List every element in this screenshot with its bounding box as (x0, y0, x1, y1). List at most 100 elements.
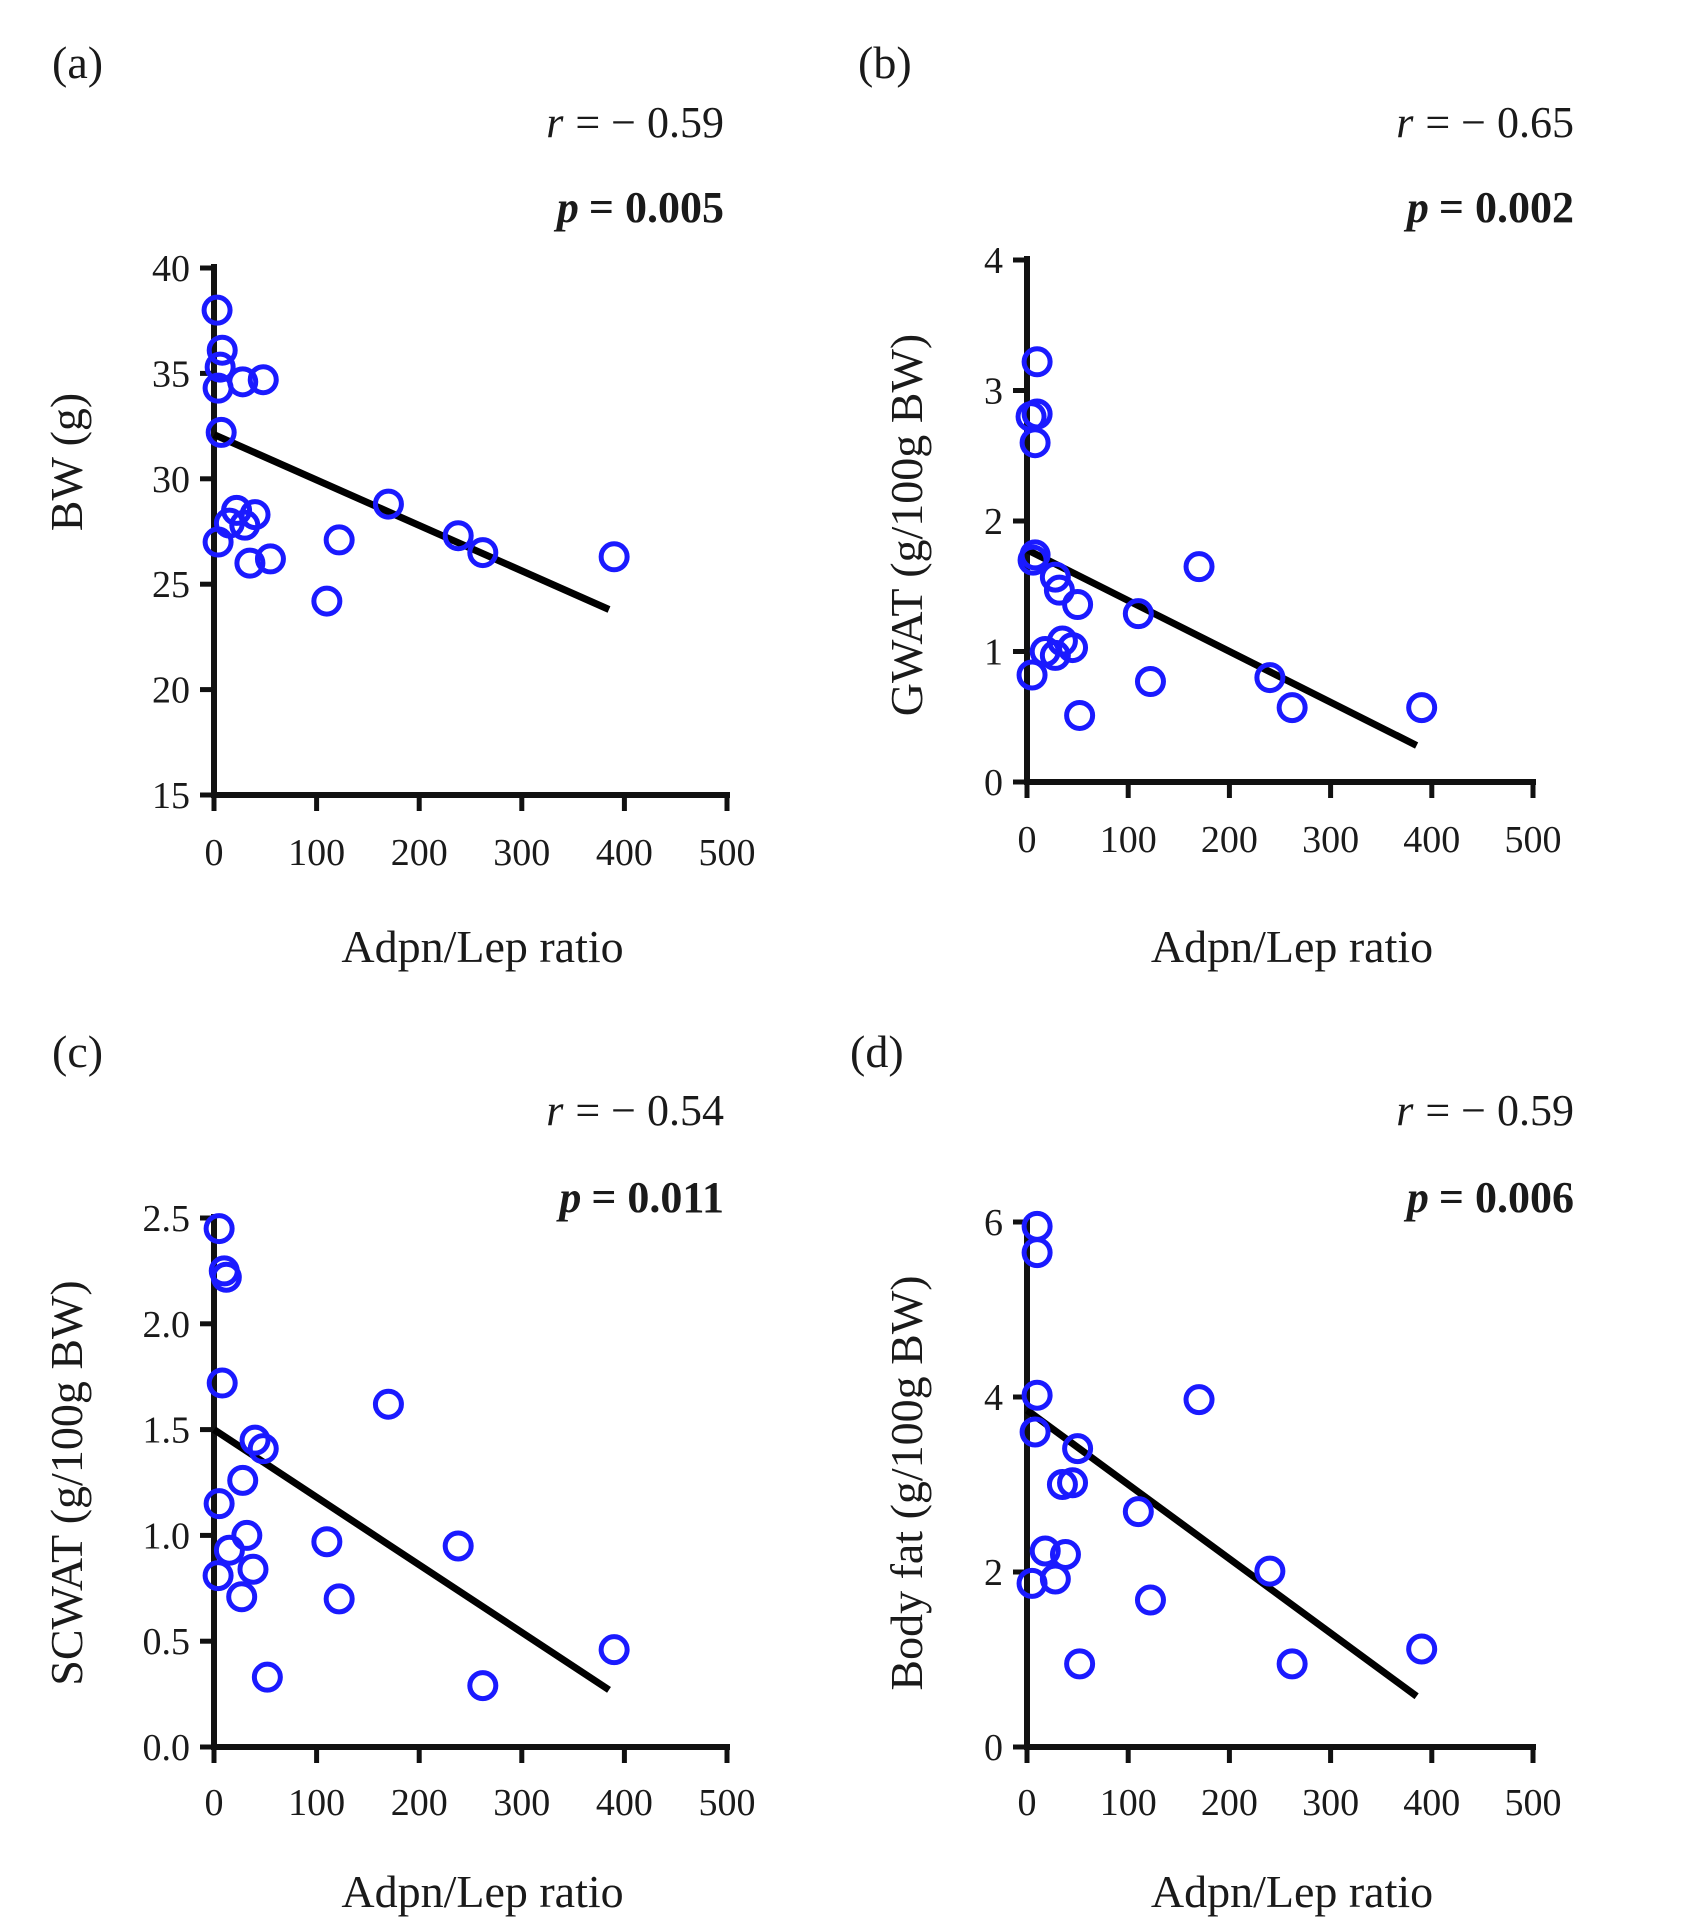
p-symbol: p (1403, 183, 1429, 232)
data-point (311, 1526, 343, 1558)
data-point (1254, 662, 1286, 694)
r-statistic: r = − 0.65 (1396, 98, 1574, 147)
y-tick-label: 0 (984, 762, 1003, 804)
data-point (1021, 1379, 1053, 1411)
data-point (201, 294, 233, 326)
data-point (1062, 1433, 1094, 1465)
data-point (1406, 1633, 1438, 1665)
p-statistic: p = 0.006 (1403, 1173, 1574, 1222)
data-point (206, 1367, 238, 1399)
data-point (467, 1670, 499, 1702)
data-point (239, 1424, 271, 1456)
x-tick-label: 200 (1201, 1782, 1258, 1824)
data-point (1039, 561, 1071, 593)
data-point (372, 1388, 404, 1420)
data-point (1064, 699, 1096, 731)
y-axis-title: GWAT (g/100g BW) (881, 334, 932, 716)
data-point (1183, 551, 1215, 583)
data-point (1019, 1416, 1051, 1448)
p-statistic: p = 0.002 (1403, 183, 1574, 232)
data-point (323, 1583, 355, 1615)
y-tick-label: 2.5 (143, 1198, 191, 1240)
data-point (1057, 1467, 1089, 1499)
x-tick-label: 400 (596, 832, 653, 874)
data-point (227, 366, 259, 398)
panel-label: (a) (52, 37, 103, 88)
panel-label: (b) (858, 37, 912, 88)
y-tick-label: 0.5 (143, 1621, 191, 1663)
data-point (1019, 427, 1051, 459)
data-point (598, 1634, 630, 1666)
y-tick-label: 40 (152, 248, 190, 290)
x-tick-label: 400 (1403, 1782, 1460, 1824)
data-point (231, 1519, 263, 1551)
y-tick-label: 3 (984, 371, 1003, 413)
p-value: = 0.005 (589, 183, 724, 232)
x-axis-title: Adpn/Lep ratio (341, 921, 623, 972)
data-point (254, 543, 286, 575)
y-tick-label: 0.0 (143, 1727, 191, 1769)
data-point (1016, 659, 1048, 691)
y-tick-label: 6 (984, 1202, 1003, 1244)
y-tick-label: 1 (984, 632, 1003, 674)
x-tick-label: 100 (1100, 1782, 1157, 1824)
x-tick-label: 100 (288, 1782, 345, 1824)
y-tick-label: 4 (984, 1377, 1003, 1419)
y-tick-label: 2.0 (143, 1304, 191, 1346)
r-value: = − 0.54 (575, 1086, 724, 1135)
regression-line (1025, 546, 1419, 749)
x-tick-label: 0 (1018, 819, 1037, 861)
data-point (205, 416, 237, 448)
p-value: = 0.006 (1439, 1173, 1574, 1222)
data-point (210, 1261, 242, 1293)
data-point (213, 1534, 245, 1566)
data-point (1062, 589, 1094, 621)
data-point (247, 1433, 279, 1465)
y-tick-label: 25 (152, 564, 190, 606)
data-point (1029, 636, 1061, 667)
x-tick-label: 100 (288, 832, 345, 874)
data-point (598, 541, 630, 573)
x-tick-label: 300 (1302, 819, 1359, 861)
data-point (227, 1464, 259, 1496)
y-axis-title: SCWAT (g/100g BW) (41, 1280, 92, 1686)
p-symbol: p (555, 1173, 581, 1222)
data-point (1029, 1535, 1061, 1567)
data-point (467, 537, 499, 569)
panel-d: (d) r = − 0.59 p = 0.006 0 2 4 6 0 100 200 300 400 500… (850, 1026, 1574, 1917)
y-tick-label: 30 (152, 459, 190, 501)
data-point (1276, 692, 1308, 724)
data-point (1064, 1648, 1096, 1680)
data-point (203, 1213, 235, 1245)
data-point (1122, 598, 1154, 630)
data-point (237, 1553, 269, 1585)
regression-line (212, 431, 611, 613)
x-tick-label: 100 (1100, 819, 1157, 861)
y-axis-title: Body fat (g/100g BW) (881, 1275, 932, 1690)
data-point (442, 1530, 474, 1562)
panel-b: (b) r = − 0.65 p = 0.002 0 1 2 3 4 0 100 200 300 400 50… (858, 37, 1574, 972)
x-tick-label: 300 (493, 832, 550, 874)
data-point (442, 520, 474, 552)
data-point (203, 1488, 235, 1520)
panel-label: (d) (850, 1026, 904, 1077)
p-symbol: p (1403, 1173, 1429, 1222)
x-axis-title: Adpn/Lep ratio (341, 1866, 623, 1917)
y-tick-label: 20 (152, 670, 190, 712)
data-point (1134, 1584, 1166, 1616)
r-value: = − 0.59 (1425, 1086, 1574, 1135)
panel-label: (c) (52, 1026, 103, 1077)
y-tick-label: 15 (152, 775, 190, 817)
y-axis-title: BW (g) (41, 393, 92, 531)
r-symbol: r (1396, 1086, 1414, 1135)
x-tick-label: 500 (1505, 1782, 1562, 1824)
x-tick-label: 400 (1403, 819, 1460, 861)
p-statistic: p = 0.011 (555, 1173, 724, 1222)
data-point (226, 1581, 258, 1613)
x-tick-label: 400 (596, 1782, 653, 1824)
data-point (1406, 692, 1438, 724)
r-statistic: r = − 0.59 (1396, 1086, 1574, 1135)
p-value: = 0.011 (591, 1173, 724, 1222)
p-value: = 0.002 (1439, 183, 1574, 232)
regression-line (212, 1426, 611, 1693)
